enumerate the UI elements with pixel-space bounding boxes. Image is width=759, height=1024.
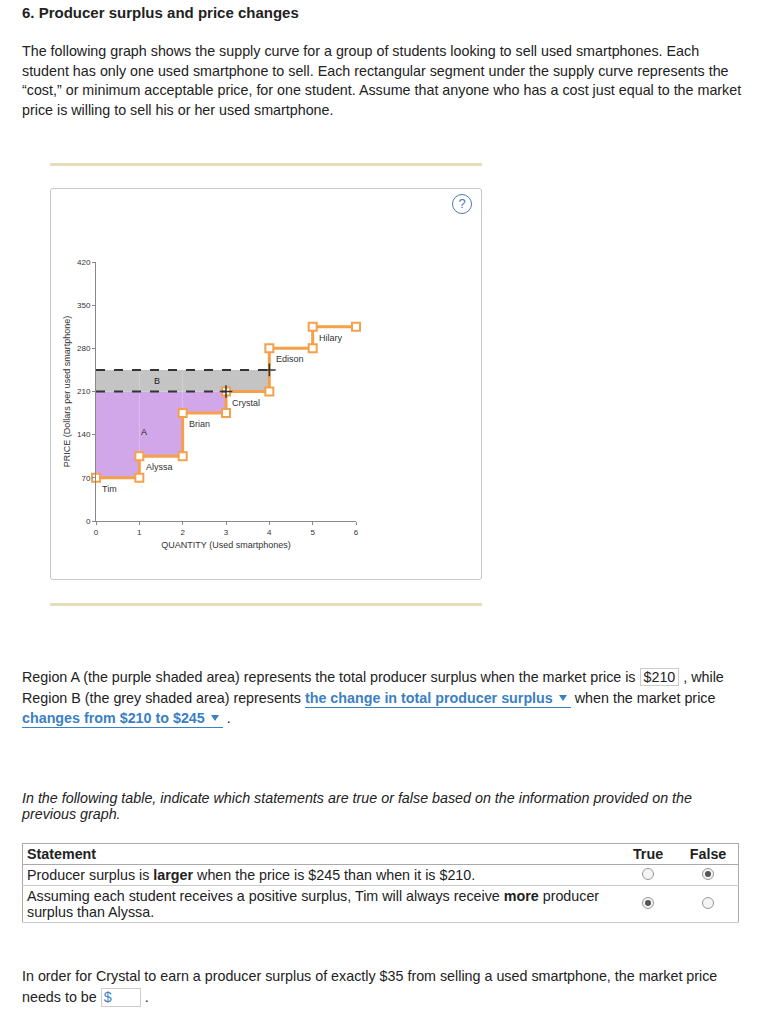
- svg-text:70: 70: [81, 474, 90, 483]
- svg-text:0: 0: [94, 528, 99, 537]
- svg-text:PRICE (Dollars per used smartp: PRICE (Dollars per used smartphone): [62, 316, 72, 468]
- svg-text:5: 5: [310, 528, 315, 537]
- html-text:False: False: [689, 846, 727, 862]
- html-text:True: True: [632, 846, 664, 862]
- svg-text:210: 210: [77, 387, 91, 396]
- html-text:Statement: Statement: [27, 846, 97, 862]
- html-text:In the following table, indica: In the following table, indicate which s…: [22, 790, 692, 822]
- svg-text:Edison: Edison: [276, 354, 304, 364]
- svg-text:Tim: Tim: [102, 484, 117, 494]
- html-text:6. Producer surplus and price: 6. Producer surplus and price changes: [22, 4, 299, 21]
- svg-text:0: 0: [86, 517, 91, 526]
- svg-text:2: 2: [180, 528, 185, 537]
- html-text:The following graph shows the: The following graph shows the supply cur…: [22, 43, 742, 118]
- html-text:changes from $210 to $245: changes from $210 to $245: [22, 710, 205, 726]
- html-text:Producer surplus is larger whe: Producer surplus is larger when the pric…: [27, 867, 476, 883]
- svg-text:B: B: [154, 376, 160, 386]
- svg-text:4: 4: [267, 528, 272, 537]
- html-text:Assuming each student receives: Assuming each student receives a positiv…: [27, 888, 600, 920]
- svg-text:140: 140: [77, 430, 91, 439]
- svg-text:350: 350: [77, 301, 91, 310]
- svg-text:3: 3: [224, 528, 229, 537]
- svg-text:Brian: Brian: [189, 419, 210, 429]
- svg-text:Hilary: Hilary: [319, 333, 343, 343]
- svg-text:Alyssa: Alyssa: [146, 462, 173, 472]
- svg-text:QUANTITY (Used smartphones): QUANTITY (Used smartphones): [161, 540, 290, 550]
- html-text:when the market price: when the market price: [570, 689, 716, 706]
- html-text:Region A (the purple shaded ar: Region A (the purple shaded area) repres…: [22, 669, 724, 706]
- svg-text:1: 1: [137, 528, 142, 537]
- svg-text:Crystal: Crystal: [232, 398, 260, 408]
- html-text:In order for Crystal to earn a: In order for Crystal to earn a producer …: [22, 968, 718, 1005]
- svg-text:A: A: [141, 427, 147, 437]
- svg-text:6: 6: [354, 528, 359, 537]
- svg-text:280: 280: [77, 344, 91, 353]
- svg-text:420: 420: [77, 258, 91, 267]
